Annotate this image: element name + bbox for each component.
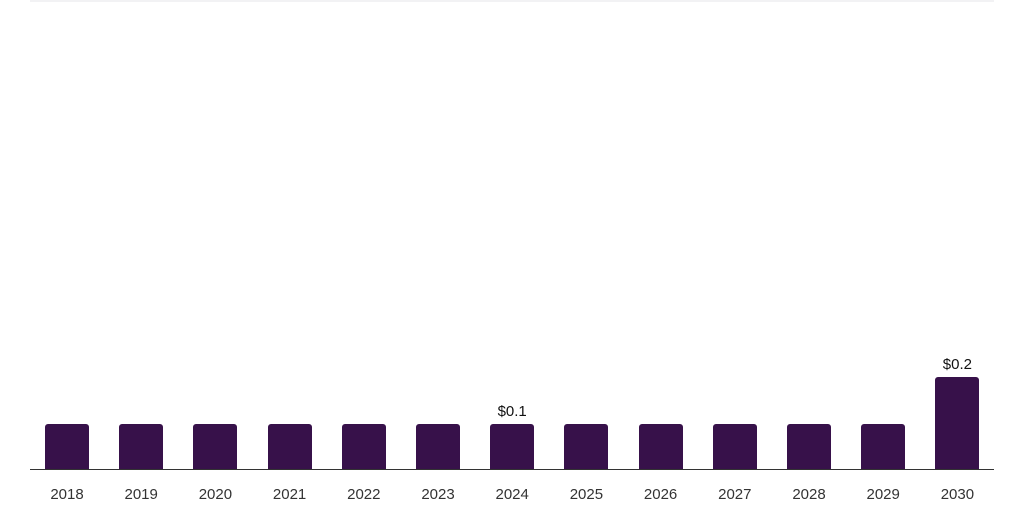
bar-2030 <box>935 377 980 469</box>
x-tick-label-2025: 2025 <box>569 486 604 503</box>
x-tick-label-2026: 2026 <box>643 486 678 503</box>
data-label-2030: $0.2 <box>942 356 972 373</box>
bar-2019 <box>119 424 164 469</box>
x-tick-label-2029: 2029 <box>866 486 900 503</box>
bar-2027 <box>712 424 757 469</box>
x-tick-label-2022: 2022 <box>347 486 381 503</box>
x-tick-label-2023: 2023 <box>421 486 455 503</box>
x-tick-label-2024: 2024 <box>495 486 529 503</box>
bar-2022 <box>341 424 386 469</box>
bar-2026 <box>638 424 683 469</box>
bar-2023 <box>416 424 460 469</box>
bar-2029 <box>861 424 906 469</box>
bar-2028 <box>787 424 831 469</box>
data-label-2024: $0.1 <box>497 403 527 420</box>
x-tick-label-2020: 2020 <box>198 486 233 503</box>
x-tick-label-2027: 2027 <box>718 486 752 503</box>
x-tick-label-2018: 2018 <box>50 486 84 503</box>
bar-2024 <box>490 424 535 469</box>
x-tick-label-2019: 2019 <box>124 486 158 503</box>
x-tick-label-2028: 2028 <box>792 486 826 503</box>
x-tick-label-2021: 2021 <box>272 486 307 503</box>
x-tick-label-2030: 2030 <box>940 486 975 503</box>
x-axis-line <box>30 469 994 470</box>
bar-2021 <box>267 424 312 469</box>
bar-2025 <box>564 424 609 469</box>
bar-2018 <box>45 424 89 469</box>
plot-area <box>30 0 994 470</box>
top-divider <box>30 0 994 2</box>
bar-2020 <box>193 424 238 469</box>
